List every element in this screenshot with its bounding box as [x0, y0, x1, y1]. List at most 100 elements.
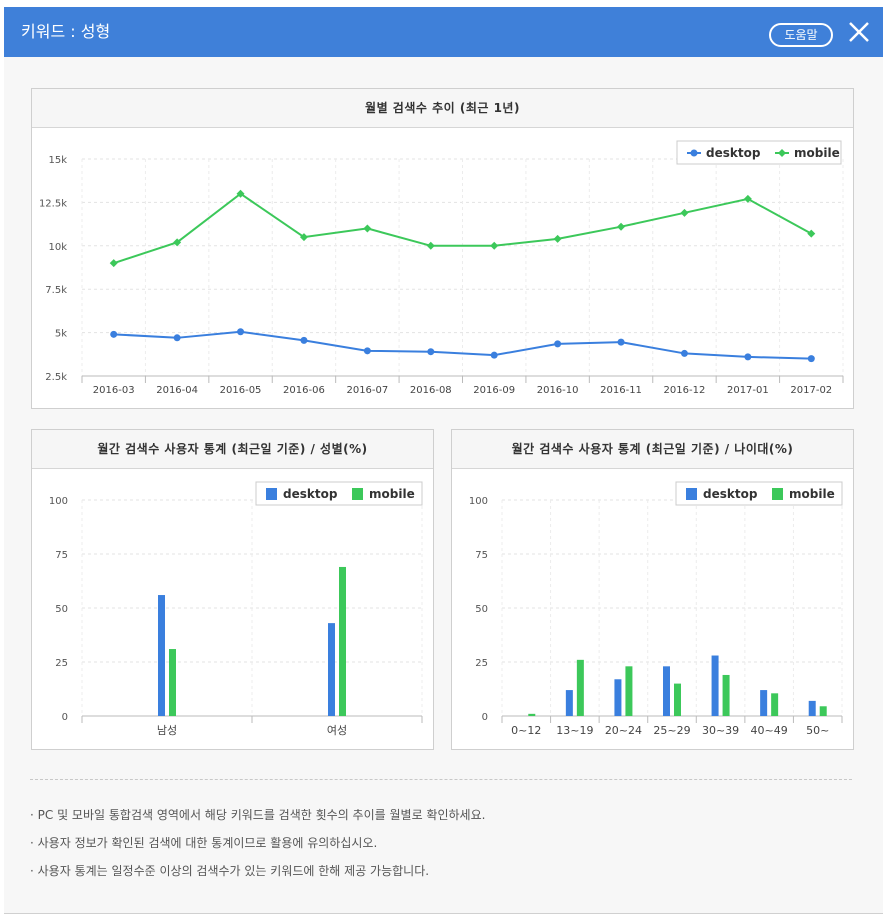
- data-point-desktop: [237, 328, 245, 336]
- legend-square-marker: [266, 488, 277, 500]
- data-point-desktop: [300, 336, 308, 344]
- bar-mobile: [625, 666, 633, 716]
- x-tick-label: 2016-08: [410, 385, 452, 396]
- bar-desktop: [328, 623, 335, 716]
- y-tick-label: 25: [475, 658, 488, 669]
- x-tick-label: 2017-02: [790, 385, 832, 396]
- y-tick-label: 7.5k: [45, 285, 67, 296]
- age-chart-title: 월간 검색수 사용자 통계 (최근일 기준) / 나이대(%): [452, 430, 853, 469]
- legend-square-marker: [686, 488, 697, 500]
- y-tick-label: 15k: [48, 155, 67, 166]
- x-tick-label: 남성: [157, 724, 177, 737]
- bar-mobile: [722, 674, 730, 716]
- x-tick-label: 2016-10: [537, 385, 579, 396]
- bar-desktop: [614, 679, 622, 716]
- bar-mobile: [339, 566, 346, 716]
- y-tick-label: 75: [55, 550, 68, 561]
- data-point-desktop: [554, 340, 562, 348]
- y-tick-label: 50: [55, 604, 68, 615]
- data-point-mobile: [299, 233, 308, 242]
- y-tick-label: 0: [62, 712, 68, 723]
- series-line-mobile: [113, 192, 812, 265]
- legend-label-desktop: desktop: [706, 146, 761, 160]
- data-point-desktop: [427, 348, 435, 356]
- data-point-desktop: [680, 349, 688, 357]
- data-point-mobile: [173, 238, 182, 247]
- y-tick-label: 50: [475, 604, 488, 615]
- x-tick-label: 0~12: [511, 724, 541, 737]
- bar-mobile: [771, 693, 779, 716]
- y-tick-label: 0: [482, 712, 488, 723]
- data-point-desktop: [617, 338, 625, 346]
- age-panel: 월간 검색수 사용자 통계 (최근일 기준) / 나이대(%) 0 25 50 75 1…: [451, 429, 854, 750]
- y-tick-label: 10k: [48, 242, 67, 253]
- notes-list: · PC 및 모바일 통합검색 영역에서 해당 키워드를 검색한 횟수의 추이를…: [30, 805, 485, 889]
- bar-mobile: [528, 713, 536, 716]
- data-point-mobile: [680, 208, 689, 217]
- series-line-desktop: [113, 330, 812, 360]
- bar-mobile: [819, 706, 827, 716]
- x-tick-label: 13~19: [556, 724, 593, 737]
- data-point-desktop: [363, 347, 371, 355]
- close-icon[interactable]: [844, 17, 874, 47]
- x-tick-label: 2016-03: [93, 385, 135, 396]
- x-tick-label: 2016-11: [600, 385, 642, 396]
- bar-desktop: [711, 655, 719, 716]
- x-tick-label: 2016-12: [664, 385, 706, 396]
- legend-label-mobile: mobile: [369, 487, 415, 501]
- x-tick-label: 2017-01: [727, 385, 769, 396]
- data-point-desktop: [807, 355, 815, 363]
- note-text: PC 및 모바일 통합검색 영역에서 해당 키워드를 검색한 횟수의 추이를 월…: [37, 808, 486, 822]
- gender-panel: 월간 검색수 사용자 통계 (최근일 기준) / 성별(%) 0 25 50 75 10…: [31, 429, 434, 750]
- data-point-mobile: [236, 189, 245, 198]
- x-tick-label: 2016-09: [473, 385, 515, 396]
- monthly-trend-chart: 2.5k 5k 7.5k 10k 12.5k 15k 2016-03 2016-04 2016-…: [39, 140, 844, 396]
- legend-label-desktop: desktop: [703, 487, 758, 501]
- legend-marker-desktop: [690, 149, 698, 157]
- y-tick-label: 100: [469, 496, 488, 507]
- y-tick-label: 5k: [55, 329, 67, 340]
- data-point-mobile: [426, 241, 435, 250]
- legend-box: [675, 481, 843, 506]
- x-tick-label: 여성: [327, 724, 347, 737]
- x-tick-label: 30~39: [702, 724, 739, 737]
- data-point-mobile: [363, 224, 372, 233]
- data-point-mobile: [490, 241, 499, 250]
- legend-label-mobile: mobile: [794, 146, 840, 160]
- x-tick-label: 2016-05: [220, 385, 262, 396]
- legend-box: [255, 481, 423, 506]
- bar-mobile: [576, 659, 584, 716]
- note-item: · 사용자 정보가 확인된 검색에 대한 통계이므로 활용에 유의하십시오.: [30, 836, 378, 850]
- bar-desktop: [663, 666, 670, 716]
- monthly-trend-panel: 월별 검색수 추이 (최근 1년) 2.5k 5k 7.5k 10k 12.5k 15k 2…: [31, 88, 854, 409]
- x-tick-label: 20~24: [605, 724, 642, 737]
- bar-mobile: [674, 683, 681, 716]
- bar-desktop: [760, 690, 768, 716]
- help-button[interactable]: 도움말: [769, 23, 833, 47]
- bar-mobile: [169, 649, 176, 716]
- data-point-mobile: [617, 222, 626, 231]
- gender-chart-title: 월간 검색수 사용자 통계 (최근일 기준) / 성별(%): [32, 430, 433, 469]
- title-bar: 키워드 : 성형 도움말: [4, 7, 883, 57]
- data-point-desktop: [110, 330, 118, 338]
- legend-label-mobile: mobile: [789, 487, 835, 501]
- data-point-desktop: [173, 334, 181, 342]
- data-point-mobile: [109, 259, 118, 268]
- legend-square-marker: [352, 488, 363, 500]
- section-divider: [30, 779, 852, 780]
- legend-marker-mobile: [778, 149, 786, 157]
- legend-square-marker: [772, 488, 783, 500]
- data-point-mobile: [743, 194, 752, 203]
- data-point-mobile: [553, 234, 562, 243]
- bottom-border: [4, 913, 883, 914]
- x-tick-label: 2016-07: [346, 385, 388, 396]
- note-text: 사용자 통계는 일정수준 이상의 검색수가 있는 키워드에 한해 제공 가능합니…: [37, 864, 430, 878]
- x-tick-label: 25~29: [653, 724, 690, 737]
- window-title: 키워드 : 성형: [21, 22, 111, 41]
- data-point-desktop: [744, 353, 752, 361]
- bar-desktop: [565, 690, 573, 716]
- x-tick-label: 50~: [806, 724, 829, 737]
- y-tick-label: 100: [49, 496, 68, 507]
- gender-chart: 0 25 50 75 100 남성 여성 desktop mobile: [49, 481, 423, 737]
- y-tick-label: 25: [55, 658, 68, 669]
